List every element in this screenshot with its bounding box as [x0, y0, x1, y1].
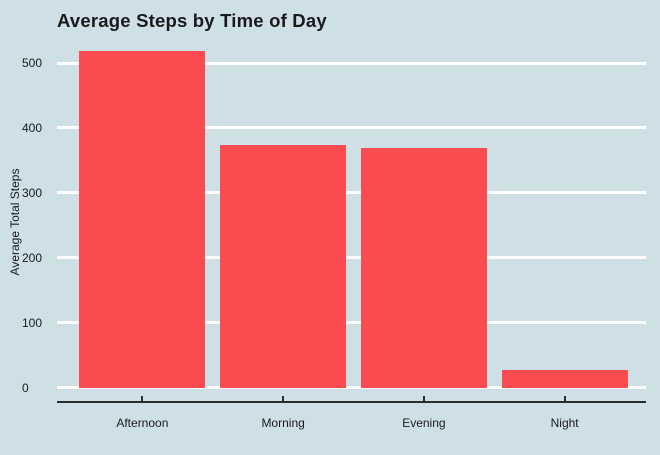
y-tick-label-300: 300	[22, 185, 43, 200]
gridline-500	[57, 61, 646, 65]
x-tick-label-evening: Evening	[402, 416, 446, 430]
bar-evening	[360, 147, 487, 388]
x-axis-line	[57, 401, 646, 403]
gridline-400	[57, 126, 646, 130]
x-tick-label-night: Night	[550, 416, 579, 430]
x-tick-label-afternoon: Afternoon	[116, 416, 169, 430]
y-tick-label-0: 0	[22, 380, 29, 395]
y-tick-label-400: 400	[22, 120, 43, 135]
gridline-200	[57, 256, 646, 260]
bar-night	[501, 370, 628, 388]
gridline-0	[57, 386, 646, 389]
y-tick-label-100: 100	[22, 315, 43, 330]
x-axis-tick-afternoon	[141, 396, 144, 401]
gridline-100	[57, 321, 646, 325]
x-axis-tick-evening	[422, 396, 425, 401]
bar-morning	[220, 144, 347, 388]
y-axis-label: Average Total Steps	[8, 168, 22, 276]
y-tick-label-500: 500	[22, 56, 43, 70]
chart-title: Average Steps by Time of Day	[57, 10, 327, 31]
x-tick-label-morning: Morning	[261, 416, 305, 430]
y-tick-label-200: 200	[22, 250, 43, 265]
x-axis-tick-night	[563, 396, 566, 401]
x-axis-tick-morning	[282, 396, 285, 401]
bar-afternoon	[79, 50, 206, 388]
gridline-300	[57, 191, 646, 195]
